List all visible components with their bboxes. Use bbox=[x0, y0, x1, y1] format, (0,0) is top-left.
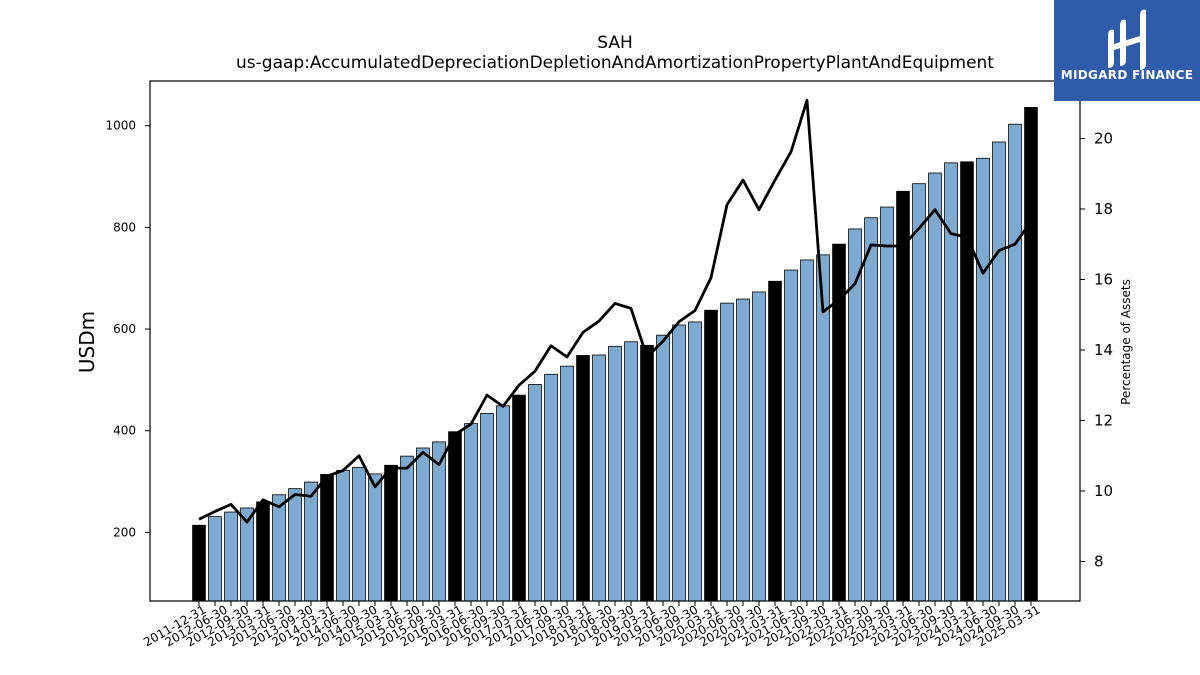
bar-2022-12-31 bbox=[896, 190, 910, 602]
y-tick-label: 800 bbox=[113, 220, 136, 234]
y2-tick-label: 10 bbox=[1094, 482, 1113, 500]
bar-2014-06-30 bbox=[352, 466, 366, 602]
bar-2013-03-31 bbox=[272, 494, 286, 602]
bar-2016-12-31 bbox=[512, 394, 526, 602]
midgard-logo: MIDGARD FINANCE bbox=[1054, 0, 1200, 101]
bar-2012-03-31 bbox=[208, 516, 222, 602]
y2-tick-label: 18 bbox=[1094, 200, 1113, 218]
bar-2019-12-31 bbox=[704, 309, 718, 602]
bar-2017-06-30 bbox=[544, 373, 558, 602]
bar-2019-03-31 bbox=[656, 334, 670, 602]
y2-tick-label: 20 bbox=[1094, 129, 1113, 147]
bar-2016-09-30 bbox=[496, 405, 510, 602]
midgard-logo-icon bbox=[1108, 9, 1146, 71]
bar-2019-09-30 bbox=[688, 321, 702, 602]
bar-2015-06-30 bbox=[416, 447, 430, 602]
y2-axis-label: Percentage of Assets bbox=[1119, 279, 1133, 405]
percentage-line bbox=[198, 98, 1033, 524]
bar-2013-09-30 bbox=[304, 481, 318, 602]
bar-2011-12-31 bbox=[192, 524, 206, 602]
bar-2022-06-30 bbox=[864, 217, 878, 602]
bar-2012-12-31 bbox=[256, 501, 270, 602]
bar-2018-12-31 bbox=[640, 344, 654, 602]
bar-2015-03-31 bbox=[400, 455, 414, 602]
bar-2015-12-31 bbox=[448, 431, 462, 602]
bar-2012-06-30 bbox=[224, 511, 238, 602]
y2-tick-label: 8 bbox=[1094, 553, 1104, 571]
bar-2020-06-30 bbox=[736, 298, 750, 602]
bar-2023-12-31 bbox=[960, 161, 974, 602]
bar-2021-06-30 bbox=[800, 259, 814, 602]
bar-2013-06-30 bbox=[288, 488, 302, 602]
y2-tick-label: 16 bbox=[1094, 270, 1113, 288]
y-tick-label: 200 bbox=[113, 525, 136, 539]
y-tick-label: 400 bbox=[113, 424, 136, 438]
bar-2024-03-31 bbox=[976, 157, 990, 602]
bar-2019-06-30 bbox=[672, 324, 686, 602]
bar-2023-03-31 bbox=[912, 183, 926, 602]
y2-tick-label: 12 bbox=[1094, 411, 1113, 429]
plot-frame bbox=[149, 80, 1081, 602]
axes: 200400600800100081012141618202011-12-312… bbox=[105, 119, 1113, 650]
logo-text: MIDGARD FINANCE bbox=[1060, 68, 1194, 82]
bar-2014-12-31 bbox=[384, 464, 398, 602]
bar-2014-03-31 bbox=[336, 469, 350, 602]
bar-2024-06-30 bbox=[992, 141, 1006, 602]
chart-subtitle: us-gaap:AccumulatedDepreciationDepletion… bbox=[236, 53, 994, 73]
bar-2018-09-30 bbox=[624, 341, 638, 602]
bar-2016-03-31 bbox=[464, 423, 478, 602]
bar-2018-06-30 bbox=[608, 345, 622, 602]
chart-title: SAH bbox=[597, 33, 633, 53]
line-series bbox=[198, 98, 1033, 524]
bar-2017-09-30 bbox=[560, 365, 574, 602]
y-tick-label: 1000 bbox=[105, 119, 136, 133]
bar-2020-12-31 bbox=[768, 280, 782, 602]
bar-2021-03-31 bbox=[784, 269, 798, 602]
y2-tick-label: 14 bbox=[1094, 341, 1113, 359]
y-axis-label: USDm bbox=[75, 311, 99, 373]
bar-series bbox=[192, 107, 1038, 602]
bar-2024-12-31 bbox=[1024, 107, 1038, 602]
bar-2016-06-30 bbox=[480, 413, 494, 602]
y-tick-label: 600 bbox=[113, 322, 136, 336]
bar-2014-09-30 bbox=[368, 473, 382, 602]
bar-2013-12-31 bbox=[320, 474, 334, 602]
bar-2017-03-31 bbox=[528, 384, 542, 602]
bar-2023-06-30 bbox=[928, 172, 942, 602]
bar-2020-03-31 bbox=[720, 302, 734, 602]
bar-2021-12-31 bbox=[832, 243, 846, 602]
bar-2017-12-31 bbox=[576, 355, 590, 602]
bar-2020-09-30 bbox=[752, 291, 766, 602]
bar-2024-09-30 bbox=[1008, 123, 1022, 602]
bar-2018-03-31 bbox=[592, 354, 606, 602]
bar-2022-09-30 bbox=[880, 206, 894, 602]
